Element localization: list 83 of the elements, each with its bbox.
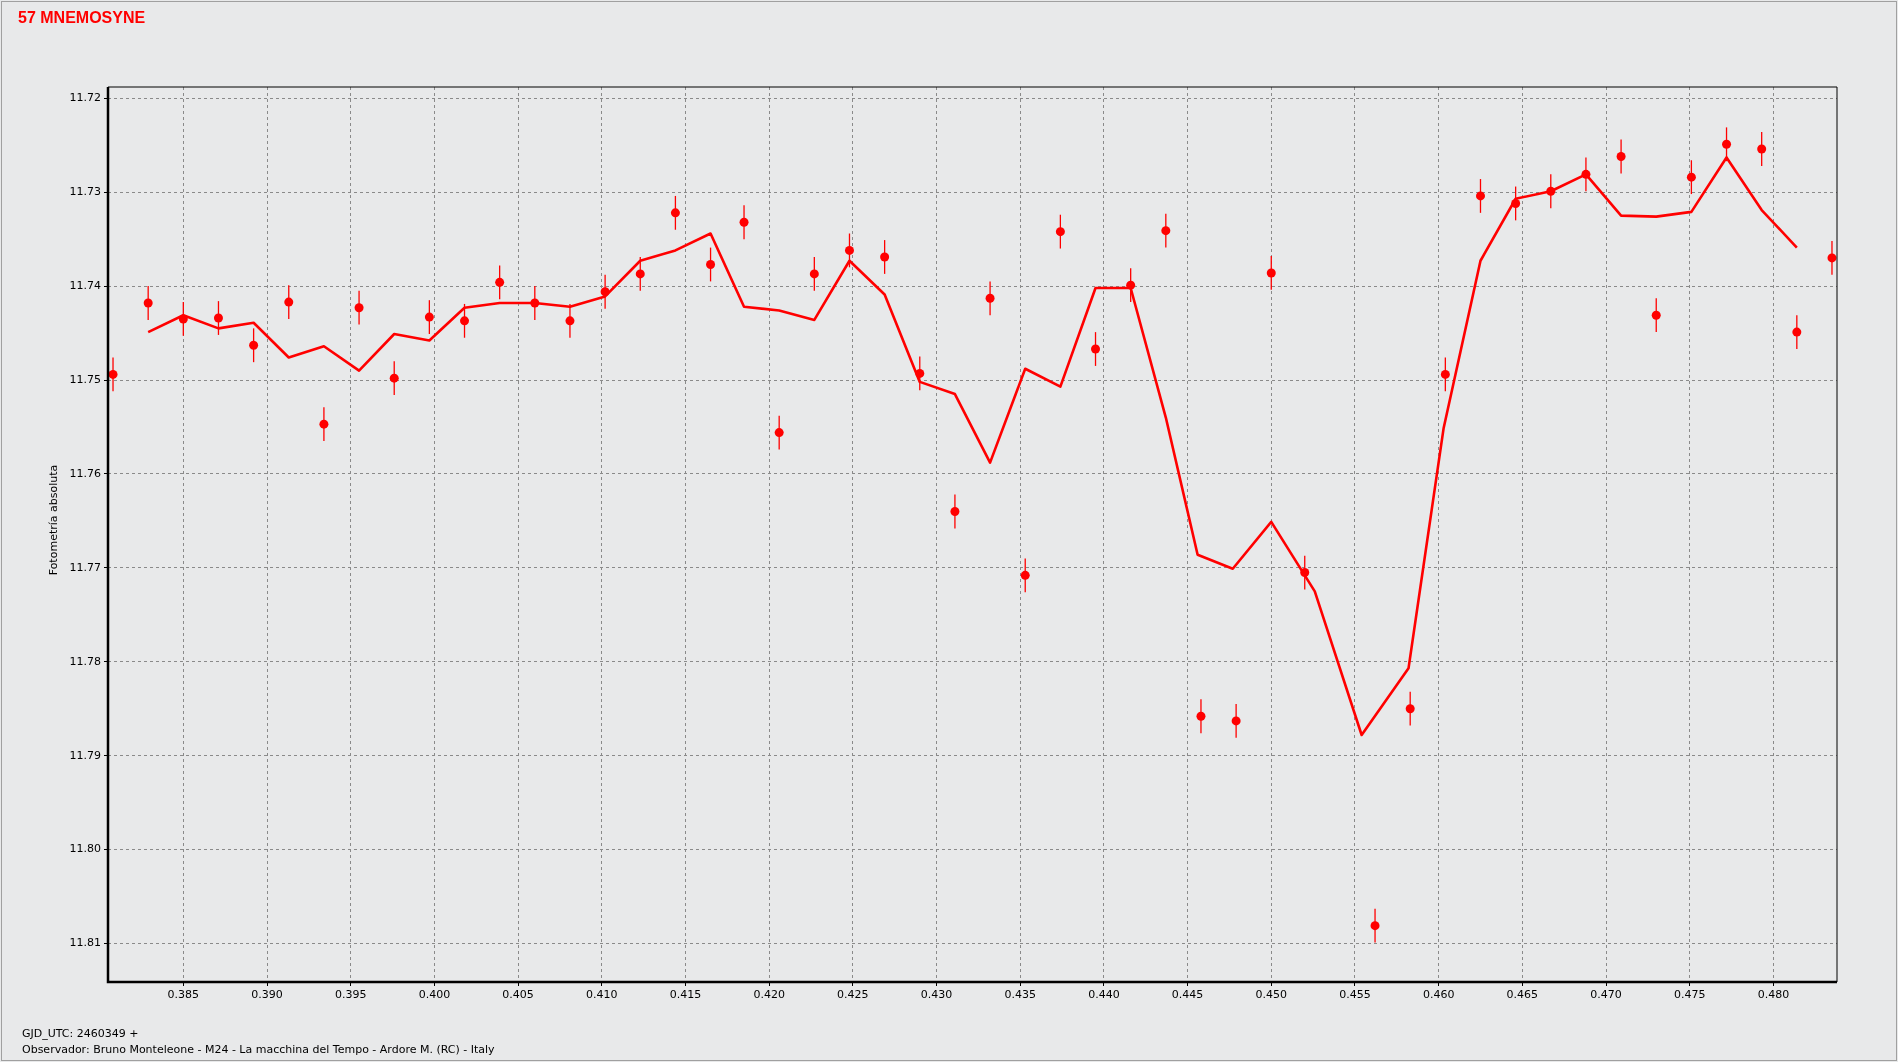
point: [1827, 253, 1837, 263]
point: [950, 506, 960, 516]
point: [354, 303, 364, 313]
point: [1091, 344, 1101, 354]
y-tick-label: 11.76: [69, 466, 101, 480]
point: [530, 298, 540, 308]
x-tick-label: 0.405: [502, 988, 534, 1002]
point: [1651, 310, 1661, 320]
y-tick-label: 11.74: [69, 278, 101, 292]
x-tick-label: 0.410: [586, 988, 618, 1002]
point: [1792, 327, 1802, 337]
y-tick-label: 11.79: [69, 748, 101, 762]
point: [1581, 169, 1591, 179]
y-tick-label: 11.81: [69, 936, 101, 950]
x-tick-label: 0.420: [753, 988, 785, 1002]
point: [1196, 711, 1206, 721]
x-tick-label: 0.430: [920, 988, 953, 1002]
point: [565, 316, 575, 326]
point: [844, 245, 854, 255]
y-tick-label: 11.75: [69, 372, 101, 386]
y-tick-label: 11.72: [69, 91, 101, 105]
point: [1020, 570, 1030, 580]
point: [108, 369, 118, 379]
x-tick-label: 0.450: [1255, 988, 1288, 1002]
point: [178, 314, 188, 324]
x-tick-label: 0.455: [1339, 988, 1371, 1002]
point: [635, 269, 645, 279]
y-axis-title: Fotometría absoluta: [46, 464, 60, 576]
x-tick-label: 0.480: [1757, 988, 1790, 1002]
x-axis-title: GJD_UTC: 2460349 +: [22, 1027, 139, 1040]
point: [1722, 139, 1732, 149]
point: [600, 287, 610, 297]
point: [1511, 198, 1521, 208]
point: [706, 260, 716, 269]
x-tick-label: 0.470: [1590, 988, 1622, 1002]
chart-title: 57 MNEMOSYNE: [18, 9, 146, 27]
point: [495, 277, 505, 287]
point: [424, 312, 434, 322]
point: [249, 340, 259, 350]
x-tick-label: 0.465: [1506, 988, 1539, 1002]
point: [1231, 716, 1241, 726]
point: [284, 297, 294, 307]
point: [1440, 369, 1450, 379]
point: [460, 316, 470, 326]
x-tick-label: 0.385: [167, 988, 200, 1002]
point: [809, 269, 819, 279]
point: [1300, 568, 1310, 578]
point: [1161, 226, 1171, 236]
x-tick-label: 0.425: [837, 988, 869, 1002]
y-tick-label: 11.73: [69, 185, 101, 199]
point: [739, 217, 749, 227]
point: [319, 419, 329, 429]
point: [1475, 191, 1485, 201]
point: [1055, 227, 1065, 237]
point: [1405, 704, 1415, 714]
point: [670, 208, 680, 218]
y-tick-label: 11.78: [69, 654, 101, 668]
point: [774, 428, 784, 438]
point: [389, 373, 399, 383]
x-tick-label: 0.415: [669, 988, 702, 1002]
point: [880, 252, 890, 262]
point: [1126, 280, 1136, 290]
point: [143, 298, 153, 308]
x-tick-label: 0.475: [1673, 988, 1706, 1002]
point: [985, 293, 995, 303]
x-tick-label: 0.435: [1004, 988, 1036, 1002]
x-tick-label: 0.395: [334, 988, 367, 1002]
point: [1370, 921, 1380, 931]
y-tick-label: 11.80: [69, 842, 101, 856]
point: [915, 368, 925, 378]
y-tick-label: 11.77: [69, 560, 101, 574]
point: [213, 313, 223, 323]
x-tick-label: 0.400: [418, 988, 451, 1002]
point: [1686, 172, 1696, 182]
x-tick-label: 0.390: [251, 988, 283, 1002]
point: [1616, 152, 1626, 161]
point: [1546, 186, 1556, 196]
x-tick-label: 0.445: [1171, 988, 1204, 1002]
x-tick-label: 0.440: [1088, 988, 1120, 1002]
text: Observador: Bruno Monteleone - M24 - La macchina del Tempo - Ardore M. (RC) - Italy: [22, 1043, 495, 1056]
point: [1757, 144, 1767, 154]
point: [1266, 268, 1276, 278]
x-tick-label: 0.460: [1422, 988, 1455, 1002]
